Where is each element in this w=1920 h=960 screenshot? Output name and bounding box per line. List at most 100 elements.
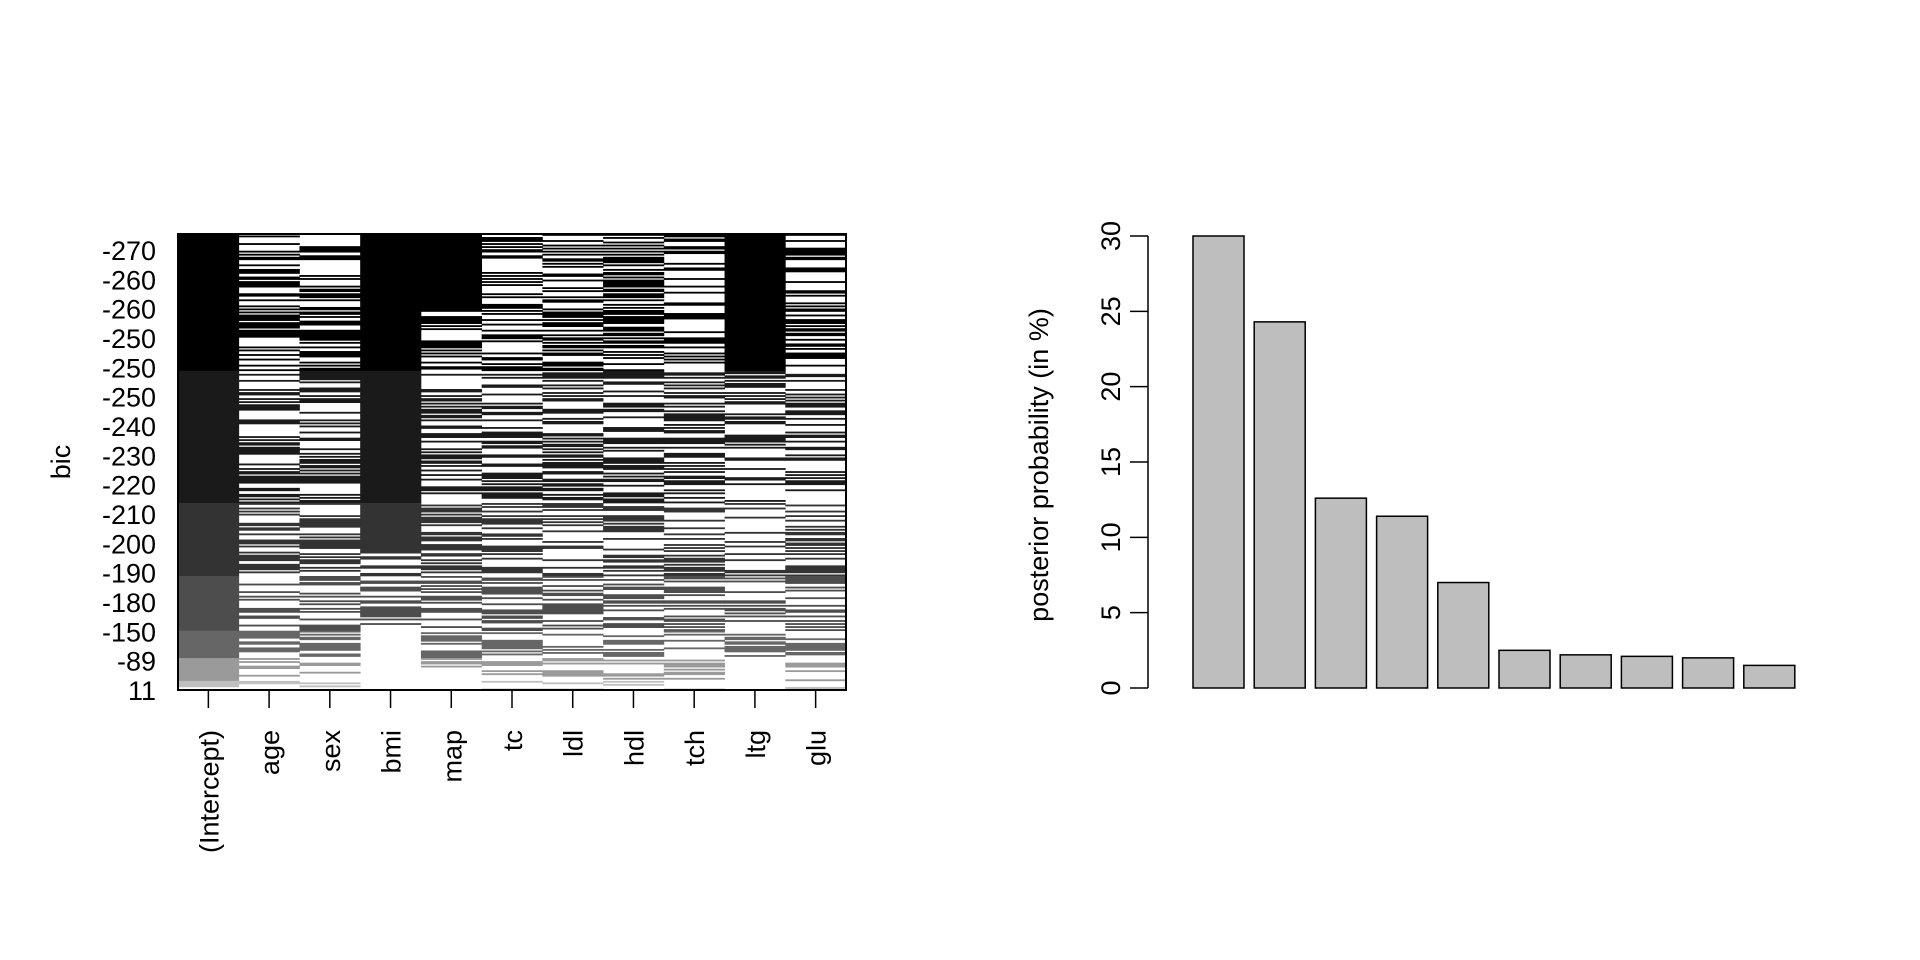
heatmap-cell [542,487,604,492]
heatmap-cell [542,515,604,518]
heatmap-cell [542,509,604,511]
heatmap-cell [238,501,300,504]
bar-y-tick-label: 15 [1096,447,1126,477]
heatmap-cell [299,610,361,613]
heatmap-cell [360,618,422,621]
heatmap-cell [481,653,543,656]
heatmap-cell [299,465,361,469]
heatmap-cell [481,503,543,505]
heatmap-cell [420,419,483,422]
heatmap-cell [663,580,725,583]
heatmap-cell [542,471,604,475]
heatmap-cell [481,483,543,486]
heatmap-cell [420,402,483,405]
heatmap-cell [724,398,786,400]
heatmap-cell [663,615,725,618]
heatmap-x-tick-label: glu [802,730,832,766]
heatmap-cell [785,389,847,391]
heatmap-cell [238,392,300,396]
heatmap-cell [481,284,543,286]
heatmap-cell [360,595,422,598]
heatmap-cell [785,240,847,242]
heatmap-cell [542,458,604,461]
heatmap-cell [299,351,361,358]
heatmap-cell [663,533,725,536]
heatmap-cell [299,636,361,641]
heatmap-cell [603,677,665,680]
heatmap-y-tick-label: -260 [102,295,156,325]
heatmap-cell [299,600,361,603]
heatmap-cell [238,442,300,446]
heatmap-cell [663,387,725,390]
heatmap-cell [663,647,725,650]
heatmap-cell [481,538,543,540]
heatmap-cell [238,439,300,442]
heatmap-cell [542,244,604,247]
heatmap-cell [663,507,725,513]
heatmap-cell [785,399,847,402]
heatmap-cell [481,553,543,556]
heatmap-cell [299,329,361,341]
heatmap-cell [238,419,300,425]
heatmap-cell [724,615,786,618]
heatmap-cell [238,658,300,660]
heatmap-cell [785,638,847,641]
heatmap-cell [481,609,543,615]
heatmap-x-tick-label: map [437,730,467,783]
heatmap-cell [299,566,361,569]
heatmap-cell [420,650,483,659]
heatmap-cell [481,486,543,492]
heatmap-cell [238,615,300,619]
heatmap-cell [542,624,604,627]
heatmap-cell [481,582,543,584]
heatmap-cell [785,364,847,367]
heatmap-cell [299,633,361,636]
bar-y-axis-title: posterior probability (in %) [1024,308,1054,622]
heatmap-cell [299,306,361,311]
heatmap-cell [420,340,483,349]
heatmap-cell [542,503,604,508]
heatmap-cell [299,288,361,293]
heatmap-cell [542,258,604,262]
heatmap-cell [603,293,665,299]
heatmap-cell [481,376,543,379]
heatmap-cell [663,465,725,467]
heatmap-cell [360,623,422,625]
heatmap-cell [724,434,786,443]
heatmap-cell [360,503,422,554]
heatmap-y-tick-label: -250 [102,383,156,413]
heatmap-cell [481,650,543,653]
heatmap-cell [299,255,361,261]
heatmap-y-tick-label: -190 [102,559,156,589]
heatmap-y-tick-label: -240 [102,412,156,442]
heatmap-cell [299,293,361,299]
heatmap-cell [481,533,543,537]
heatmap-cell [542,322,604,328]
heatmap-cell [420,571,483,574]
heatmap-cell [238,373,300,376]
heatmap-cell [299,503,361,505]
heatmap-cell [420,486,483,492]
heatmap-cell [299,422,361,425]
heatmap-cell [481,577,543,581]
heatmap-cell [724,457,786,461]
heatmap-y-tick-label: -230 [102,441,156,471]
heatmap-cell [299,536,361,539]
heatmap-x-tick-label: bmi [377,730,407,774]
heatmap-cell [238,354,300,356]
bar [1192,235,1245,689]
heatmap-cell [238,513,300,516]
heatmap-cell [603,604,665,607]
heatmap-cell [238,401,300,404]
heatmap-cell [663,452,725,458]
heatmap-cell [724,612,786,615]
heatmap-cell [299,559,361,565]
heatmap-cell [481,445,543,449]
heatmap-cell [542,240,604,242]
heatmap-cell [420,389,483,393]
heatmap-cell [299,472,361,475]
heatmap-cell [785,379,847,382]
heatmap-cell [603,344,665,349]
heatmap-cell [542,448,604,451]
heatmap-cell [238,571,300,574]
